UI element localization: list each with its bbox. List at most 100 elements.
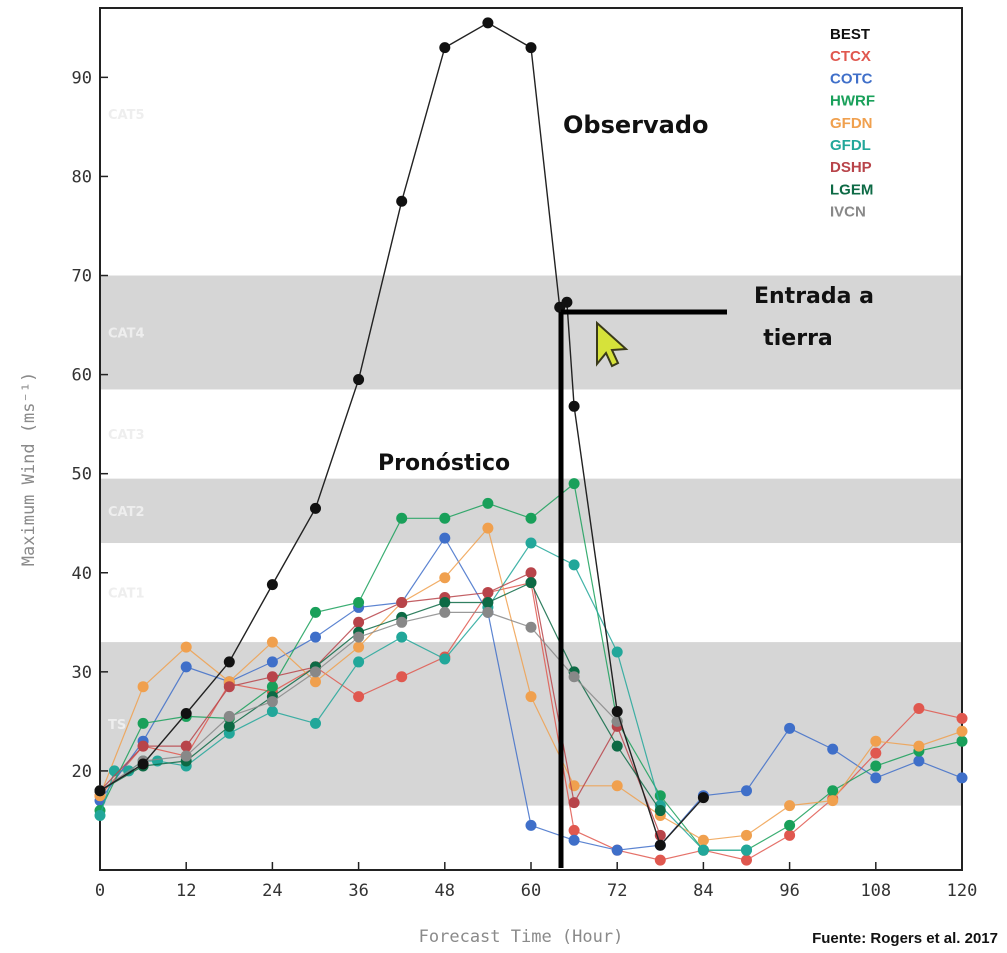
data-point bbox=[568, 834, 580, 846]
x-tick-label: 72 bbox=[607, 881, 627, 901]
data-point bbox=[396, 195, 408, 207]
data-point bbox=[741, 785, 752, 797]
data-point bbox=[439, 596, 451, 608]
data-point bbox=[310, 502, 321, 514]
data-point bbox=[654, 854, 666, 866]
data-point bbox=[870, 760, 882, 772]
data-point bbox=[396, 671, 408, 683]
data-point bbox=[568, 797, 580, 809]
data-point bbox=[784, 829, 796, 841]
data-point bbox=[525, 537, 537, 549]
y-tick-label: 90 bbox=[72, 68, 92, 88]
data-point bbox=[353, 596, 365, 608]
x-axis-title: Forecast Time (Hour) bbox=[419, 927, 624, 947]
data-point bbox=[611, 844, 623, 856]
data-point bbox=[568, 824, 580, 836]
data-point bbox=[266, 681, 278, 693]
legend-entry-ivcn: IVCN bbox=[830, 204, 866, 221]
data-point bbox=[439, 512, 451, 524]
data-point bbox=[611, 646, 623, 658]
data-point bbox=[654, 839, 666, 851]
data-point bbox=[353, 641, 365, 653]
landfall-label-line2: tierra bbox=[763, 326, 833, 351]
band-label-ts: TS bbox=[108, 718, 126, 733]
data-point bbox=[266, 696, 278, 708]
data-point bbox=[137, 740, 149, 752]
data-point bbox=[870, 747, 882, 759]
data-point bbox=[654, 805, 666, 817]
data-point bbox=[611, 705, 623, 717]
data-point bbox=[611, 780, 623, 792]
legend-entry-ctcx: CTCX bbox=[830, 48, 871, 65]
x-tick-label: 0 bbox=[95, 881, 105, 901]
axes: 0 12 24 36 48 60 72 84 96 108 120 20 30 40 50 60 70 80 90 F… bbox=[19, 7, 978, 947]
data-point bbox=[137, 758, 149, 770]
data-point bbox=[108, 765, 120, 777]
category-bands: TS CAT1 CAT2 CAT3 CAT4 CAT5 bbox=[100, 108, 962, 806]
data-point bbox=[827, 785, 839, 797]
data-point bbox=[353, 691, 365, 703]
data-point bbox=[180, 750, 192, 762]
data-point bbox=[784, 819, 796, 831]
data-point bbox=[525, 621, 537, 633]
data-point bbox=[956, 725, 968, 737]
series-best bbox=[94, 17, 709, 851]
data-point bbox=[482, 497, 494, 509]
observed-label: Observado bbox=[563, 111, 709, 139]
x-tick-label: 96 bbox=[779, 881, 799, 901]
band-label-cat2: CAT2 bbox=[108, 505, 145, 520]
data-point bbox=[396, 616, 408, 628]
data-point bbox=[525, 42, 537, 54]
data-point bbox=[180, 740, 192, 752]
band-label-cat5: CAT5 bbox=[108, 108, 145, 123]
data-point bbox=[741, 844, 752, 856]
band-label-cat4: CAT4 bbox=[108, 326, 145, 341]
data-point bbox=[137, 717, 149, 729]
band-label-cat1: CAT1 bbox=[108, 587, 145, 602]
data-point bbox=[697, 792, 709, 804]
x-tick-label: 120 bbox=[947, 881, 978, 901]
y-tick-label: 60 bbox=[72, 366, 92, 386]
data-point bbox=[482, 522, 494, 534]
data-point bbox=[697, 834, 709, 846]
data-point bbox=[396, 512, 408, 524]
series-line bbox=[99, 581, 661, 811]
data-point bbox=[827, 743, 839, 755]
series-lines bbox=[94, 17, 968, 866]
data-point bbox=[180, 641, 192, 653]
data-point bbox=[223, 656, 235, 668]
band-ts bbox=[100, 642, 962, 806]
legend-entry-hwrf: HWRF bbox=[830, 93, 875, 110]
data-point bbox=[94, 810, 106, 822]
data-point bbox=[784, 800, 796, 812]
data-point bbox=[568, 671, 580, 683]
data-point bbox=[482, 606, 494, 618]
data-point bbox=[266, 705, 278, 717]
data-point bbox=[439, 532, 451, 544]
data-point bbox=[223, 681, 235, 693]
data-point bbox=[353, 616, 365, 628]
data-point bbox=[482, 587, 494, 599]
forecast-label: Pronóstico bbox=[378, 451, 510, 476]
data-point bbox=[310, 717, 321, 729]
data-point bbox=[482, 17, 494, 29]
x-tick-label: 48 bbox=[435, 881, 455, 901]
y-tick-label: 30 bbox=[72, 663, 92, 683]
legend: BEST CTCX COTC HWRF GFDN GFDL DSHP LGEM IVCN bbox=[830, 26, 875, 221]
data-point bbox=[913, 702, 925, 714]
data-point bbox=[870, 772, 882, 784]
data-point bbox=[611, 740, 623, 752]
landfall-annotation: Entrada a tierra bbox=[558, 284, 874, 868]
data-point bbox=[266, 636, 278, 648]
data-point bbox=[956, 772, 968, 784]
legend-entry-dshp: DSHP bbox=[830, 159, 872, 176]
data-point bbox=[827, 795, 839, 807]
band-cat2 bbox=[100, 478, 962, 544]
data-point bbox=[439, 572, 451, 584]
data-point bbox=[180, 661, 192, 673]
data-point bbox=[266, 671, 278, 683]
data-point bbox=[94, 785, 106, 797]
y-tick-label: 40 bbox=[72, 564, 92, 584]
data-point bbox=[223, 710, 235, 722]
